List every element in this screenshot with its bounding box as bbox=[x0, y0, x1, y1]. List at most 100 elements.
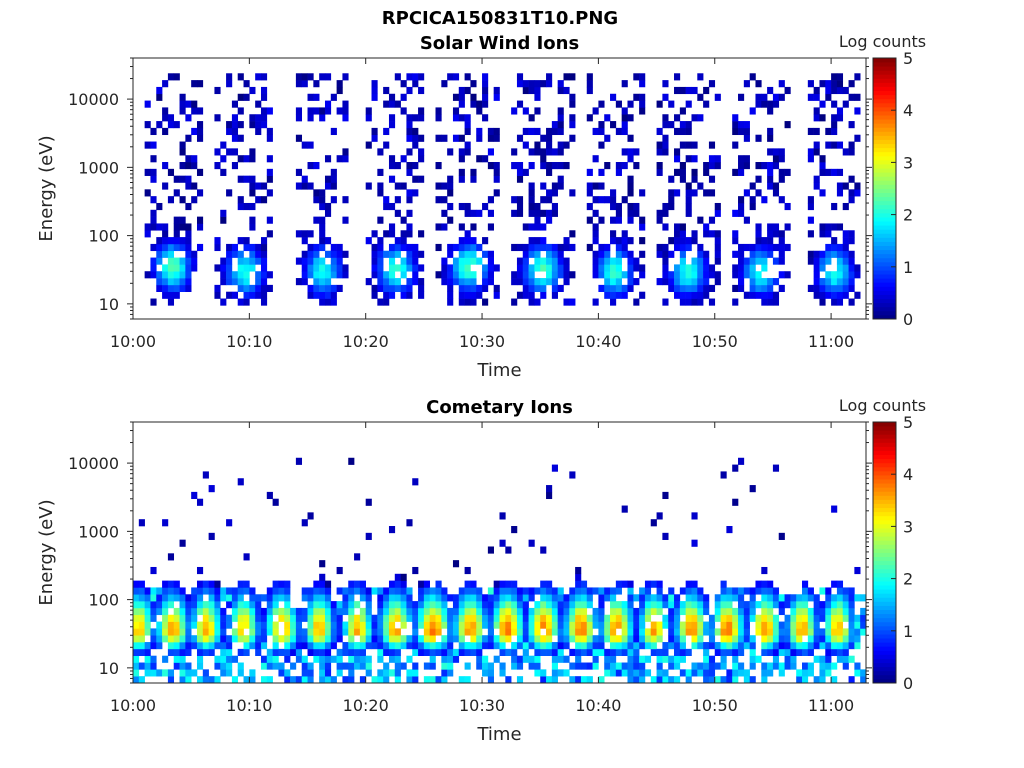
heatmap-cell bbox=[423, 676, 430, 684]
heatmap-cell bbox=[412, 601, 419, 609]
heatmap-cell bbox=[604, 587, 611, 595]
heatmap-cell bbox=[807, 196, 814, 204]
heatmap-cell bbox=[842, 148, 849, 156]
heatmap-cell bbox=[557, 250, 564, 258]
heatmap-cell bbox=[633, 628, 640, 636]
heatmap-cell bbox=[307, 614, 314, 622]
heatmap-cell bbox=[284, 587, 291, 595]
x-tick-label: 10:50 bbox=[692, 332, 738, 351]
heatmap-cell bbox=[557, 257, 564, 265]
heatmap-cell bbox=[173, 642, 180, 650]
heatmap-cell bbox=[813, 257, 820, 265]
heatmap-cell bbox=[749, 196, 756, 204]
heatmap-cell bbox=[330, 93, 337, 101]
heatmap-cell bbox=[714, 209, 721, 217]
heatmap-cell bbox=[231, 587, 239, 595]
heatmap-cell bbox=[831, 642, 838, 650]
heatmap-cell bbox=[470, 271, 477, 279]
heatmap-cell bbox=[854, 291, 861, 299]
heatmap-cell bbox=[243, 93, 250, 101]
heatmap-cell bbox=[412, 614, 419, 622]
heatmap-cell bbox=[662, 298, 669, 306]
heatmap-cell bbox=[324, 587, 332, 595]
heatmap-cell bbox=[732, 237, 739, 245]
heatmap-cell bbox=[162, 162, 169, 170]
heatmap-cell bbox=[708, 642, 716, 650]
heatmap-cell bbox=[842, 594, 849, 602]
heatmap-cell bbox=[831, 505, 838, 513]
heatmap-cell bbox=[185, 182, 192, 190]
colorbar-tick-label: 1 bbox=[903, 258, 913, 277]
heatmap-cell bbox=[674, 189, 681, 197]
heatmap-cell bbox=[796, 669, 803, 677]
heatmap-cell bbox=[255, 182, 262, 190]
heatmap-cell bbox=[511, 580, 518, 588]
heatmap-cell bbox=[447, 662, 454, 670]
heatmap-cell bbox=[162, 594, 169, 602]
heatmap-cell bbox=[330, 196, 337, 204]
heatmap-cell bbox=[231, 250, 239, 258]
colorbar-swatch bbox=[873, 249, 896, 255]
heatmap-cell bbox=[546, 134, 553, 142]
colorbar-swatch bbox=[873, 294, 896, 300]
heatmap-cell bbox=[167, 250, 175, 258]
heatmap-cell bbox=[324, 635, 332, 643]
heatmap-cell bbox=[621, 662, 628, 670]
heatmap-cell bbox=[615, 642, 622, 650]
heatmap-cell bbox=[534, 621, 541, 629]
heatmap-cell bbox=[441, 648, 448, 656]
heatmap-cell bbox=[563, 635, 570, 643]
heatmap-cell bbox=[819, 278, 826, 286]
heatmap-cell bbox=[569, 134, 576, 142]
heatmap-cell bbox=[173, 580, 180, 588]
heatmap-cell bbox=[179, 539, 186, 547]
heatmap-cell bbox=[365, 141, 372, 149]
heatmap-cell bbox=[307, 243, 314, 252]
heatmap-cell bbox=[697, 93, 704, 101]
heatmap-cell bbox=[598, 587, 605, 595]
heatmap-cell bbox=[738, 162, 745, 170]
heatmap-cell bbox=[662, 114, 669, 122]
heatmap-cell bbox=[516, 175, 524, 183]
heatmap-cell bbox=[557, 86, 564, 95]
colorbar-swatch bbox=[873, 621, 896, 627]
heatmap-cell bbox=[650, 628, 657, 636]
heatmap-cell bbox=[394, 580, 401, 588]
heatmap-cell bbox=[464, 264, 471, 272]
heatmap-cell bbox=[685, 587, 692, 595]
heatmap-cell bbox=[697, 298, 704, 306]
heatmap-cell bbox=[749, 607, 756, 616]
heatmap-cell bbox=[185, 250, 192, 258]
heatmap-cell bbox=[633, 648, 640, 656]
heatmap-cell bbox=[156, 86, 163, 95]
heatmap-cell bbox=[464, 566, 471, 575]
heatmap-cell bbox=[674, 601, 681, 609]
heatmap-cell bbox=[679, 278, 686, 286]
heatmap-cell bbox=[342, 594, 349, 602]
heatmap-cell bbox=[418, 284, 425, 292]
heatmap-cell bbox=[278, 587, 285, 595]
colorbar-swatch bbox=[873, 82, 896, 87]
heatmap-cell bbox=[674, 114, 681, 122]
heatmap-cell bbox=[499, 628, 506, 636]
heatmap-cell bbox=[662, 134, 669, 142]
heatmap-cell bbox=[365, 642, 372, 650]
heatmap-cell bbox=[639, 237, 646, 245]
heatmap-cell bbox=[365, 532, 372, 540]
heatmap-cell bbox=[365, 655, 372, 663]
heatmap-cell bbox=[749, 243, 756, 252]
heatmap-cell bbox=[836, 607, 844, 616]
heatmap-cell bbox=[150, 175, 157, 183]
heatmap-cell bbox=[418, 601, 425, 609]
heatmap-cell bbox=[511, 628, 518, 636]
heatmap-cell bbox=[551, 628, 558, 636]
heatmap-cell bbox=[738, 594, 745, 602]
heatmap-cell bbox=[831, 250, 838, 258]
heatmap-cell bbox=[260, 621, 268, 629]
heatmap-cell bbox=[505, 628, 512, 636]
heatmap-cell bbox=[528, 189, 535, 197]
heatmap-cell bbox=[743, 80, 750, 88]
heatmap-cell bbox=[708, 141, 716, 149]
heatmap-cell bbox=[185, 669, 192, 677]
heatmap-cell bbox=[633, 662, 640, 670]
